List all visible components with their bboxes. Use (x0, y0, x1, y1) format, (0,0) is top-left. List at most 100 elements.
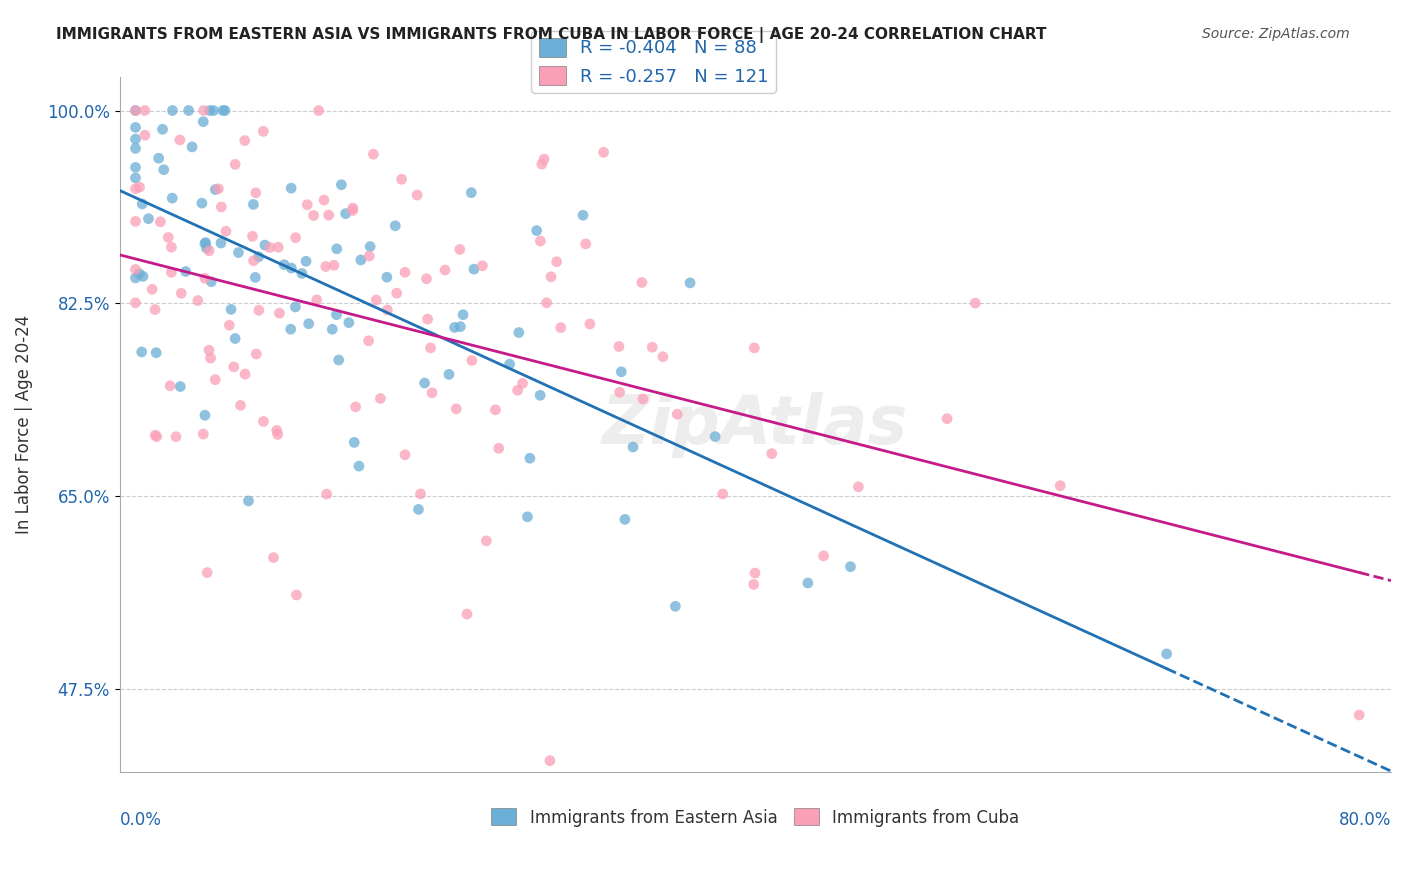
Point (839, 559, 862, 574)
Point (337, 316, 360, 330)
Point (330, 178, 353, 192)
Point (222, 359, 245, 374)
Point (631, 276, 654, 290)
Point (195, 241, 218, 255)
Point (212, 103, 235, 118)
Point (679, 276, 702, 290)
Point (370, 392, 392, 406)
Text: 0.0%: 0.0% (120, 811, 162, 829)
Point (1348, 708, 1371, 723)
Point (363, 147, 385, 161)
Point (446, 401, 468, 416)
Point (204, 183, 226, 197)
Point (124, 182, 146, 196)
Point (342, 201, 364, 215)
Point (124, 271, 146, 285)
Point (215, 224, 238, 238)
Point (124, 161, 146, 175)
Point (204, 373, 226, 387)
Point (321, 322, 343, 336)
Point (572, 208, 595, 222)
Point (350, 252, 373, 267)
Point (124, 262, 146, 277)
Point (813, 549, 835, 563)
Text: Source: ZipAtlas.com: Source: ZipAtlas.com (1202, 27, 1350, 41)
Point (366, 293, 388, 307)
Point (134, 103, 156, 118)
Point (131, 197, 153, 211)
Point (262, 550, 284, 565)
Point (132, 269, 155, 284)
Point (253, 238, 276, 252)
Point (666, 407, 689, 421)
Point (124, 141, 146, 155)
Point (449, 319, 471, 334)
Point (280, 261, 302, 276)
Point (233, 134, 256, 148)
Point (761, 447, 783, 461)
Point (652, 350, 675, 364)
Point (191, 196, 214, 211)
Point (195, 566, 218, 580)
Point (284, 300, 307, 314)
Point (536, 295, 558, 310)
Point (344, 400, 367, 414)
Point (375, 270, 398, 285)
Point (592, 145, 614, 160)
Point (471, 259, 494, 273)
Point (134, 128, 156, 143)
Point (385, 286, 408, 301)
Point (936, 411, 959, 425)
Point (209, 200, 232, 214)
Point (704, 429, 727, 443)
Point (298, 317, 321, 331)
Point (415, 272, 437, 286)
Point (247, 303, 270, 318)
Point (529, 388, 551, 402)
Point (443, 320, 465, 334)
Text: 80.0%: 80.0% (1339, 811, 1391, 829)
Point (157, 230, 180, 244)
Point (162, 103, 184, 118)
Point (631, 392, 654, 406)
Point (238, 494, 260, 508)
Point (305, 293, 328, 307)
Point (475, 533, 498, 548)
Point (621, 440, 644, 454)
Point (284, 230, 307, 244)
Point (198, 103, 221, 118)
Point (242, 197, 264, 211)
Point (607, 339, 630, 353)
Point (456, 607, 478, 622)
Point (124, 214, 146, 228)
Point (335, 207, 357, 221)
Point (326, 242, 349, 256)
Point (359, 239, 381, 253)
Point (965, 296, 987, 310)
Point (219, 302, 242, 317)
Point (546, 254, 568, 268)
Point (200, 275, 222, 289)
Point (516, 509, 538, 524)
Point (252, 414, 274, 428)
Point (273, 258, 295, 272)
Point (540, 269, 562, 284)
Point (325, 308, 347, 322)
Point (416, 312, 439, 326)
Point (259, 240, 281, 254)
Point (291, 267, 314, 281)
Point (209, 235, 232, 250)
Point (533, 152, 555, 166)
Point (194, 409, 217, 423)
Point (233, 367, 256, 381)
Point (202, 103, 225, 118)
Point (375, 302, 398, 317)
Point (512, 376, 534, 391)
Point (143, 428, 166, 442)
Point (193, 103, 215, 118)
Point (394, 448, 416, 462)
Point (295, 254, 318, 268)
Point (434, 263, 457, 277)
Point (224, 332, 246, 346)
Point (124, 170, 146, 185)
